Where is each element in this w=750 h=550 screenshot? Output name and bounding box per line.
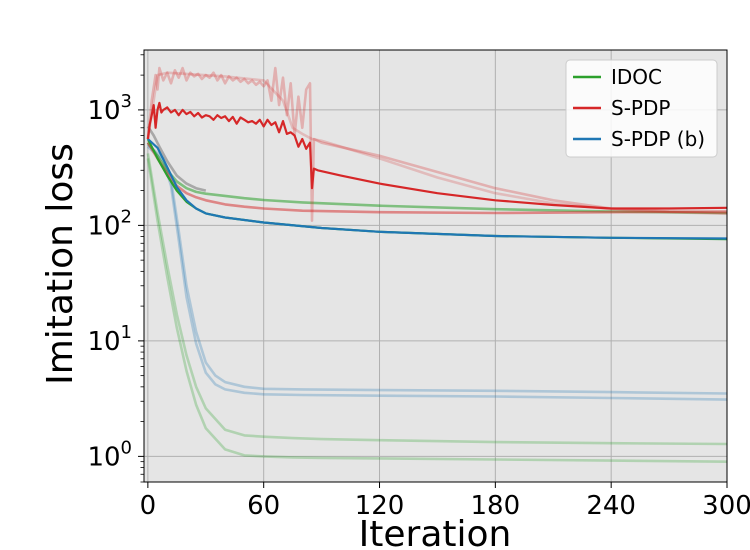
y-tick-label: 101 [87,322,132,357]
series-line-faint [147,145,727,401]
series-line-faint [146,71,727,216]
series-line-faint [147,143,727,395]
y-tick-exponent: 3 [121,91,132,112]
x-tick-label: 180 [471,491,521,521]
series-layer [146,66,727,463]
y-tick-label: 103 [87,91,132,126]
legend-label: S-PDP (b) [611,127,705,151]
x-tick-label: 300 [702,491,750,521]
series-line-s-pdp [146,101,727,210]
plot-frame [143,49,728,483]
legend-label: S-PDP [611,96,670,120]
series-line-s-pdp-b [147,138,727,240]
y-tick-exponent: 1 [121,322,132,343]
y-tick-base: 10 [87,327,120,357]
legend-label: IDOC [611,65,662,89]
series-line-faint [146,125,207,192]
minor-ticks [140,54,144,483]
x-axis-ticks: 0 60 120 180 240 300 [140,482,750,521]
x-tick-label: 240 [586,491,636,521]
y-tick-base: 10 [87,211,120,241]
y-tick-exponent: 0 [121,437,132,458]
series-line-faint [146,66,727,222]
y-tick-label: 100 [87,437,132,472]
y-axis-label: Imitation loss [40,143,81,385]
x-tick-label: 0 [140,491,157,521]
legend: IDOC S-PDP S-PDP (b) [565,59,718,158]
series-line-faint [146,142,727,215]
x-tick-label: 120 [355,491,405,521]
series-line-faint [146,153,727,446]
series-line-faint [146,158,727,463]
x-tick-label: 60 [247,491,280,521]
y-tick-base: 10 [87,96,120,126]
x-axis-label: Iteration [359,514,512,550]
y-tick-base: 10 [87,442,120,472]
legend-box [565,59,718,158]
y-tick-label: 102 [87,206,132,241]
y-tick-exponent: 2 [121,206,132,227]
